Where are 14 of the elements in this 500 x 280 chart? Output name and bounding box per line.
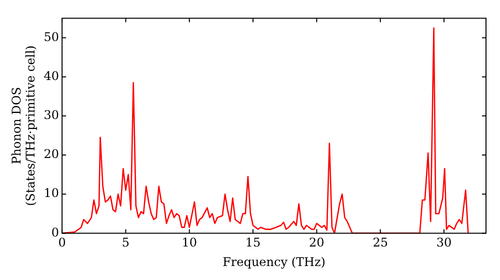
x-tick-label: 5 <box>122 236 130 250</box>
x-tick-label: 10 <box>182 236 198 250</box>
y-tick-label: 0 <box>51 225 60 240</box>
y-tick-label: 40 <box>44 68 60 83</box>
x-tick-label: 20 <box>309 236 324 250</box>
y-tick-label: 50 <box>44 30 60 44</box>
y-tick-label: 20 <box>44 147 60 162</box>
x-tick-label: 30 <box>436 236 452 250</box>
x-tick-label: 25 <box>372 236 388 250</box>
x-tick-label: 15 <box>245 236 261 250</box>
x-axis-title: Frequency (THz) <box>222 254 326 269</box>
y-axis-title: Phonon DOS (States/THz·primitive cell) <box>9 45 38 206</box>
y-tick-label: 10 <box>44 186 60 200</box>
y-tick-label: 30 <box>44 108 60 122</box>
